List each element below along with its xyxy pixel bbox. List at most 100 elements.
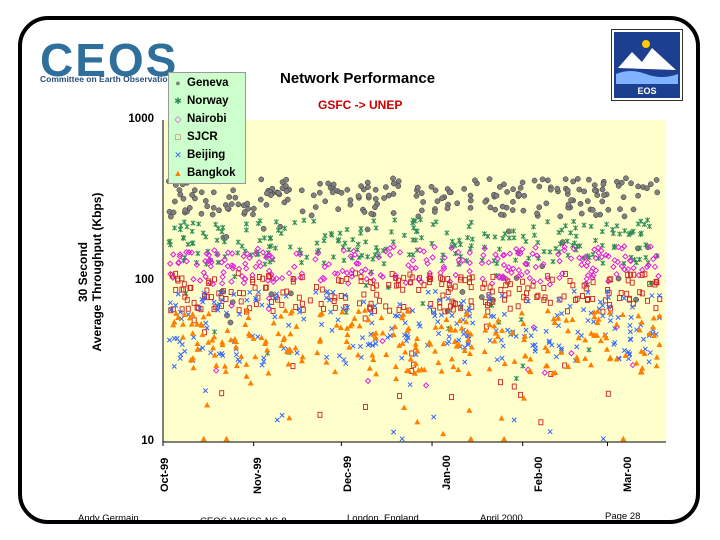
data-point-sjcr: [549, 276, 555, 283]
data-point-geneva: [446, 189, 453, 196]
data-point-sjcr: [600, 308, 606, 315]
data-point-bangkok: [447, 327, 454, 333]
data-point-geneva: [308, 212, 315, 219]
data-point-bangkok: [222, 368, 229, 374]
legend-item: ✕ Beijing: [173, 147, 225, 163]
data-point-norway: [500, 235, 506, 241]
data-point-norway: [311, 218, 317, 224]
data-point-bangkok: [482, 312, 489, 319]
data-point-beijing: [274, 291, 280, 297]
data-point-bangkok: [603, 346, 610, 352]
data-point-nairobi: [424, 260, 431, 267]
data-point-geneva: [444, 205, 451, 212]
data-point-sjcr: [625, 277, 631, 284]
data-point-bangkok: [481, 348, 488, 354]
data-point-beijing: [600, 436, 606, 442]
data-point-sjcr: [299, 274, 305, 281]
data-point-bangkok: [333, 322, 340, 328]
data-point-nairobi: [613, 270, 620, 278]
data-point-geneva: [198, 210, 205, 217]
data-point-norway: [189, 240, 195, 246]
data-point-sjcr: [427, 272, 433, 279]
data-point-bangkok: [443, 316, 450, 323]
data-point-nairobi: [243, 250, 251, 257]
data-point-sjcr: [358, 278, 364, 285]
data-point-bangkok: [194, 340, 201, 347]
data-point-bangkok: [337, 324, 344, 330]
data-point-geneva: [418, 207, 425, 214]
data-point-bangkok: [620, 435, 627, 442]
data-point-sjcr: [639, 290, 645, 297]
data-point-norway: [257, 218, 263, 224]
data-point-beijing: [357, 343, 363, 349]
data-point-nairobi: [176, 251, 184, 258]
data-point-sjcr: [182, 293, 188, 300]
data-point-beijing: [488, 313, 494, 319]
data-point-beijing: [166, 337, 173, 343]
data-point-beijing: [612, 326, 618, 332]
y-tick-label: 10: [141, 435, 154, 447]
data-point-bangkok: [466, 350, 473, 357]
data-point-sjcr: [247, 305, 253, 312]
data-point-norway: [363, 282, 369, 288]
data-point-sjcr: [581, 282, 587, 289]
data-point-geneva: [228, 201, 235, 207]
data-point-norway: [444, 230, 450, 236]
data-point-sjcr: [279, 301, 285, 308]
data-point-bangkok: [455, 341, 462, 348]
data-point-geneva: [510, 186, 516, 193]
data-point-beijing: [597, 299, 603, 305]
data-point-sjcr: [407, 271, 413, 278]
data-point-nairobi: [405, 262, 412, 269]
data-point-sjcr: [574, 295, 580, 302]
data-point-norway: [520, 363, 526, 369]
data-point-sjcr: [260, 275, 266, 282]
data-point-nairobi: [188, 249, 195, 256]
data-point-norway: [564, 238, 570, 244]
data-point-bangkok: [275, 330, 282, 337]
data-point-sjcr: [219, 302, 225, 309]
data-point-bangkok: [361, 307, 368, 313]
data-point-norway: [373, 225, 379, 231]
data-point-sjcr: [188, 284, 194, 291]
data-point-sjcr: [373, 282, 379, 289]
data-point-bangkok: [221, 363, 228, 369]
data-point-geneva: [232, 194, 239, 201]
data-point-bangkok: [435, 359, 442, 365]
data-point-sjcr: [386, 281, 392, 288]
data-point-beijing: [571, 288, 577, 294]
data-point-norway: [586, 347, 592, 353]
data-point-nairobi: [176, 253, 184, 260]
data-point-beijing: [217, 290, 224, 296]
data-point-sjcr: [238, 298, 244, 305]
data-point-bangkok: [438, 323, 445, 330]
data-point-bangkok: [199, 331, 206, 337]
data-point-sjcr: [490, 273, 496, 280]
data-point-nairobi: [224, 262, 232, 270]
data-point-bangkok: [264, 346, 271, 353]
data-point-bangkok: [298, 357, 305, 364]
data-point-geneva: [591, 182, 598, 189]
data-point-sjcr: [395, 281, 401, 288]
data-point-norway: [261, 235, 267, 241]
data-point-nairobi: [459, 256, 467, 264]
data-point-geneva: [647, 181, 654, 188]
data-point-nairobi: [334, 270, 341, 278]
data-point-geneva: [226, 194, 233, 200]
data-point-sjcr: [358, 274, 364, 281]
data-point-bangkok: [355, 351, 362, 358]
data-point-beijing: [247, 289, 253, 295]
data-point-bangkok: [187, 356, 194, 363]
data-point-beijing: [615, 314, 621, 320]
data-point-nairobi: [412, 264, 419, 272]
data-point-norway: [190, 220, 196, 226]
data-point-geneva: [557, 213, 564, 220]
data-point-norway: [376, 253, 382, 259]
data-point-geneva: [536, 204, 543, 211]
data-point-beijing: [462, 344, 468, 350]
data-point-geneva: [615, 275, 622, 282]
data-point-beijing: [547, 429, 553, 435]
data-point-beijing: [326, 297, 333, 303]
data-point-beijing: [341, 357, 347, 363]
data-point-beijing: [394, 313, 400, 319]
